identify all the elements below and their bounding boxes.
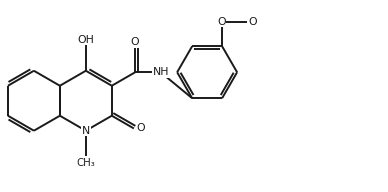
Text: N: N [82,126,90,136]
Text: O: O [136,123,145,133]
Text: O: O [217,17,226,27]
Text: NH: NH [152,67,169,77]
Text: OH: OH [77,35,94,45]
Text: O: O [248,17,257,27]
Text: CH₃: CH₃ [76,158,95,168]
Text: O: O [131,37,139,47]
